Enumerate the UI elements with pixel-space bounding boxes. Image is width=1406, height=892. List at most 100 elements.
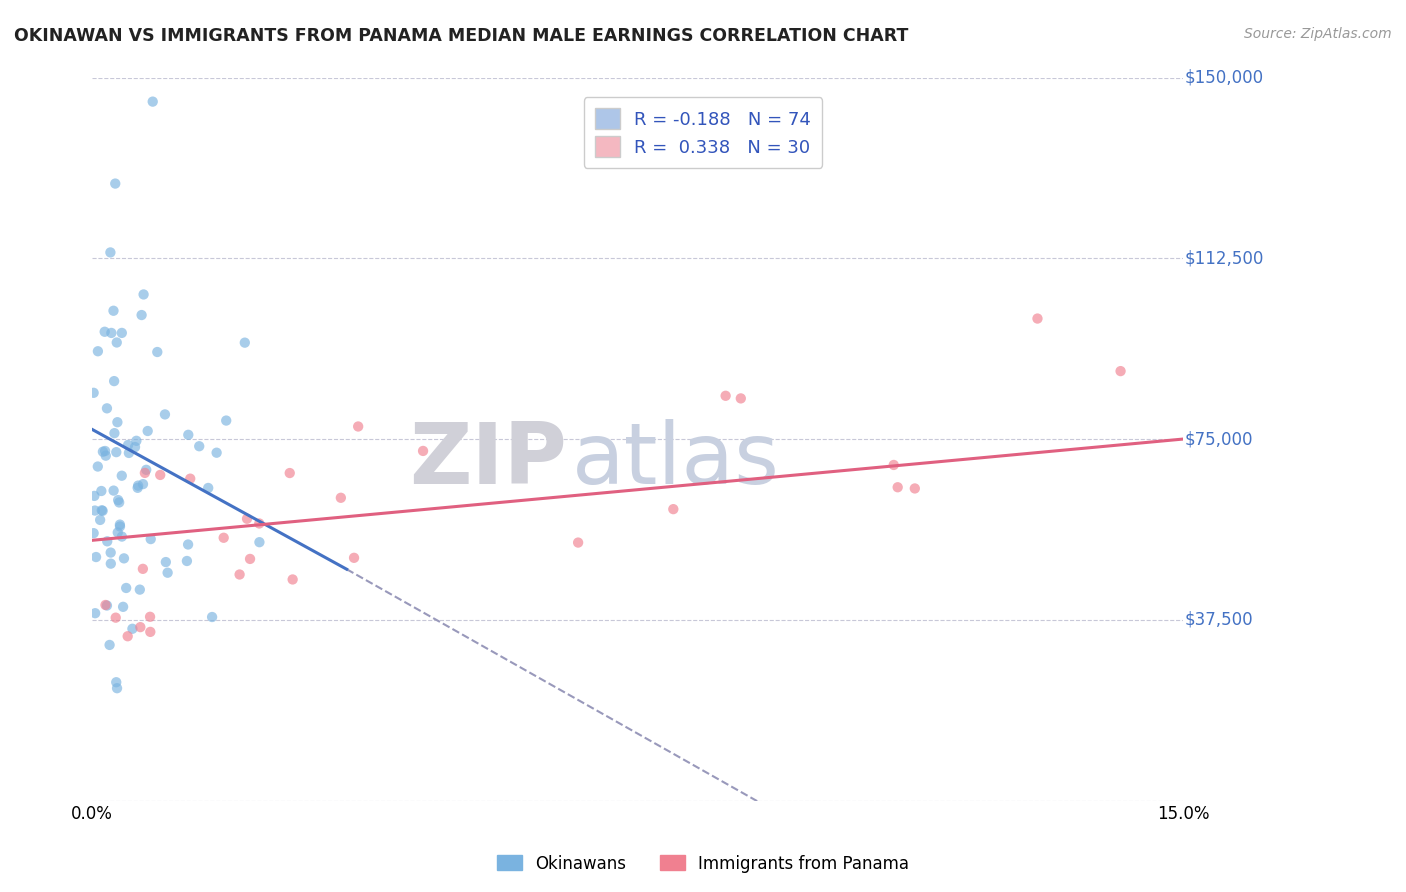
Point xyxy=(94,598,117,612)
Point xyxy=(83,385,105,400)
Point xyxy=(228,567,250,582)
Point xyxy=(91,444,114,458)
Point xyxy=(117,438,139,452)
Point xyxy=(139,624,162,639)
Point xyxy=(139,609,162,624)
Point xyxy=(128,582,150,597)
Point xyxy=(91,504,114,518)
Point xyxy=(904,482,927,496)
Point xyxy=(136,424,159,438)
Point xyxy=(87,344,110,359)
Point xyxy=(108,517,131,532)
Legend: R = -0.188   N = 74, R =  0.338   N = 30: R = -0.188 N = 74, R = 0.338 N = 30 xyxy=(583,97,823,168)
Point xyxy=(1026,311,1049,326)
Point xyxy=(197,481,219,495)
Point xyxy=(567,535,589,549)
Point xyxy=(103,374,125,388)
Point xyxy=(84,503,107,517)
Point xyxy=(239,552,262,566)
Point xyxy=(111,326,134,340)
Point xyxy=(883,458,905,472)
Point xyxy=(96,534,118,549)
Point xyxy=(886,480,908,494)
Point xyxy=(117,629,139,643)
Text: OKINAWAN VS IMMIGRANTS FROM PANAMA MEDIAN MALE EARNINGS CORRELATION CHART: OKINAWAN VS IMMIGRANTS FROM PANAMA MEDIA… xyxy=(14,27,908,45)
Point xyxy=(1109,364,1132,378)
Point xyxy=(121,622,143,636)
Point xyxy=(188,439,211,453)
Point xyxy=(176,554,198,568)
Point xyxy=(179,472,201,486)
Point xyxy=(94,444,117,458)
Point xyxy=(98,638,121,652)
Point xyxy=(212,531,235,545)
Point xyxy=(662,502,685,516)
Point xyxy=(103,483,125,498)
Point xyxy=(83,526,105,541)
Point xyxy=(112,551,135,566)
Point xyxy=(111,530,134,544)
Text: $75,000: $75,000 xyxy=(1185,430,1254,448)
Point xyxy=(347,419,370,434)
Point xyxy=(205,446,228,460)
Point xyxy=(249,535,271,549)
Point xyxy=(108,495,131,509)
Point xyxy=(329,491,352,505)
Point xyxy=(343,550,366,565)
Point xyxy=(134,466,156,480)
Point xyxy=(132,287,155,301)
Point xyxy=(84,606,107,620)
Point xyxy=(412,444,434,458)
Point xyxy=(100,245,122,260)
Text: $112,500: $112,500 xyxy=(1185,249,1264,268)
Point xyxy=(104,177,127,191)
Point xyxy=(153,408,176,422)
Text: ZIP: ZIP xyxy=(409,419,567,502)
Point xyxy=(100,557,122,571)
Point xyxy=(131,308,153,322)
Point xyxy=(108,519,131,533)
Point xyxy=(142,95,165,109)
Point xyxy=(96,599,118,613)
Point xyxy=(118,446,141,460)
Point xyxy=(127,481,149,495)
Text: Source: ZipAtlas.com: Source: ZipAtlas.com xyxy=(1244,27,1392,41)
Point xyxy=(100,326,122,340)
Point xyxy=(111,468,134,483)
Point xyxy=(83,489,105,503)
Point xyxy=(149,467,172,482)
Point xyxy=(105,681,128,696)
Point xyxy=(107,493,129,508)
Point xyxy=(100,545,122,559)
Point xyxy=(105,445,128,459)
Point xyxy=(132,477,155,491)
Point xyxy=(90,503,112,517)
Point xyxy=(714,389,737,403)
Point xyxy=(132,562,155,576)
Point xyxy=(105,335,128,350)
Point xyxy=(104,610,127,624)
Text: $150,000: $150,000 xyxy=(1185,69,1264,87)
Point xyxy=(96,401,118,416)
Point xyxy=(177,427,200,442)
Point xyxy=(278,466,301,480)
Point xyxy=(103,426,125,441)
Text: $37,500: $37,500 xyxy=(1185,611,1254,629)
Point xyxy=(139,532,162,546)
Point xyxy=(156,566,179,580)
Point xyxy=(201,610,224,624)
Point xyxy=(90,483,112,498)
Point xyxy=(94,449,117,463)
Point xyxy=(93,325,115,339)
Point xyxy=(105,415,128,429)
Point xyxy=(125,434,148,448)
Point xyxy=(233,335,256,350)
Point xyxy=(135,463,157,477)
Point xyxy=(124,440,146,454)
Point xyxy=(281,573,304,587)
Point xyxy=(107,525,129,540)
Point xyxy=(112,599,135,614)
Point xyxy=(115,581,138,595)
Point xyxy=(215,413,238,427)
Text: atlas: atlas xyxy=(572,419,780,502)
